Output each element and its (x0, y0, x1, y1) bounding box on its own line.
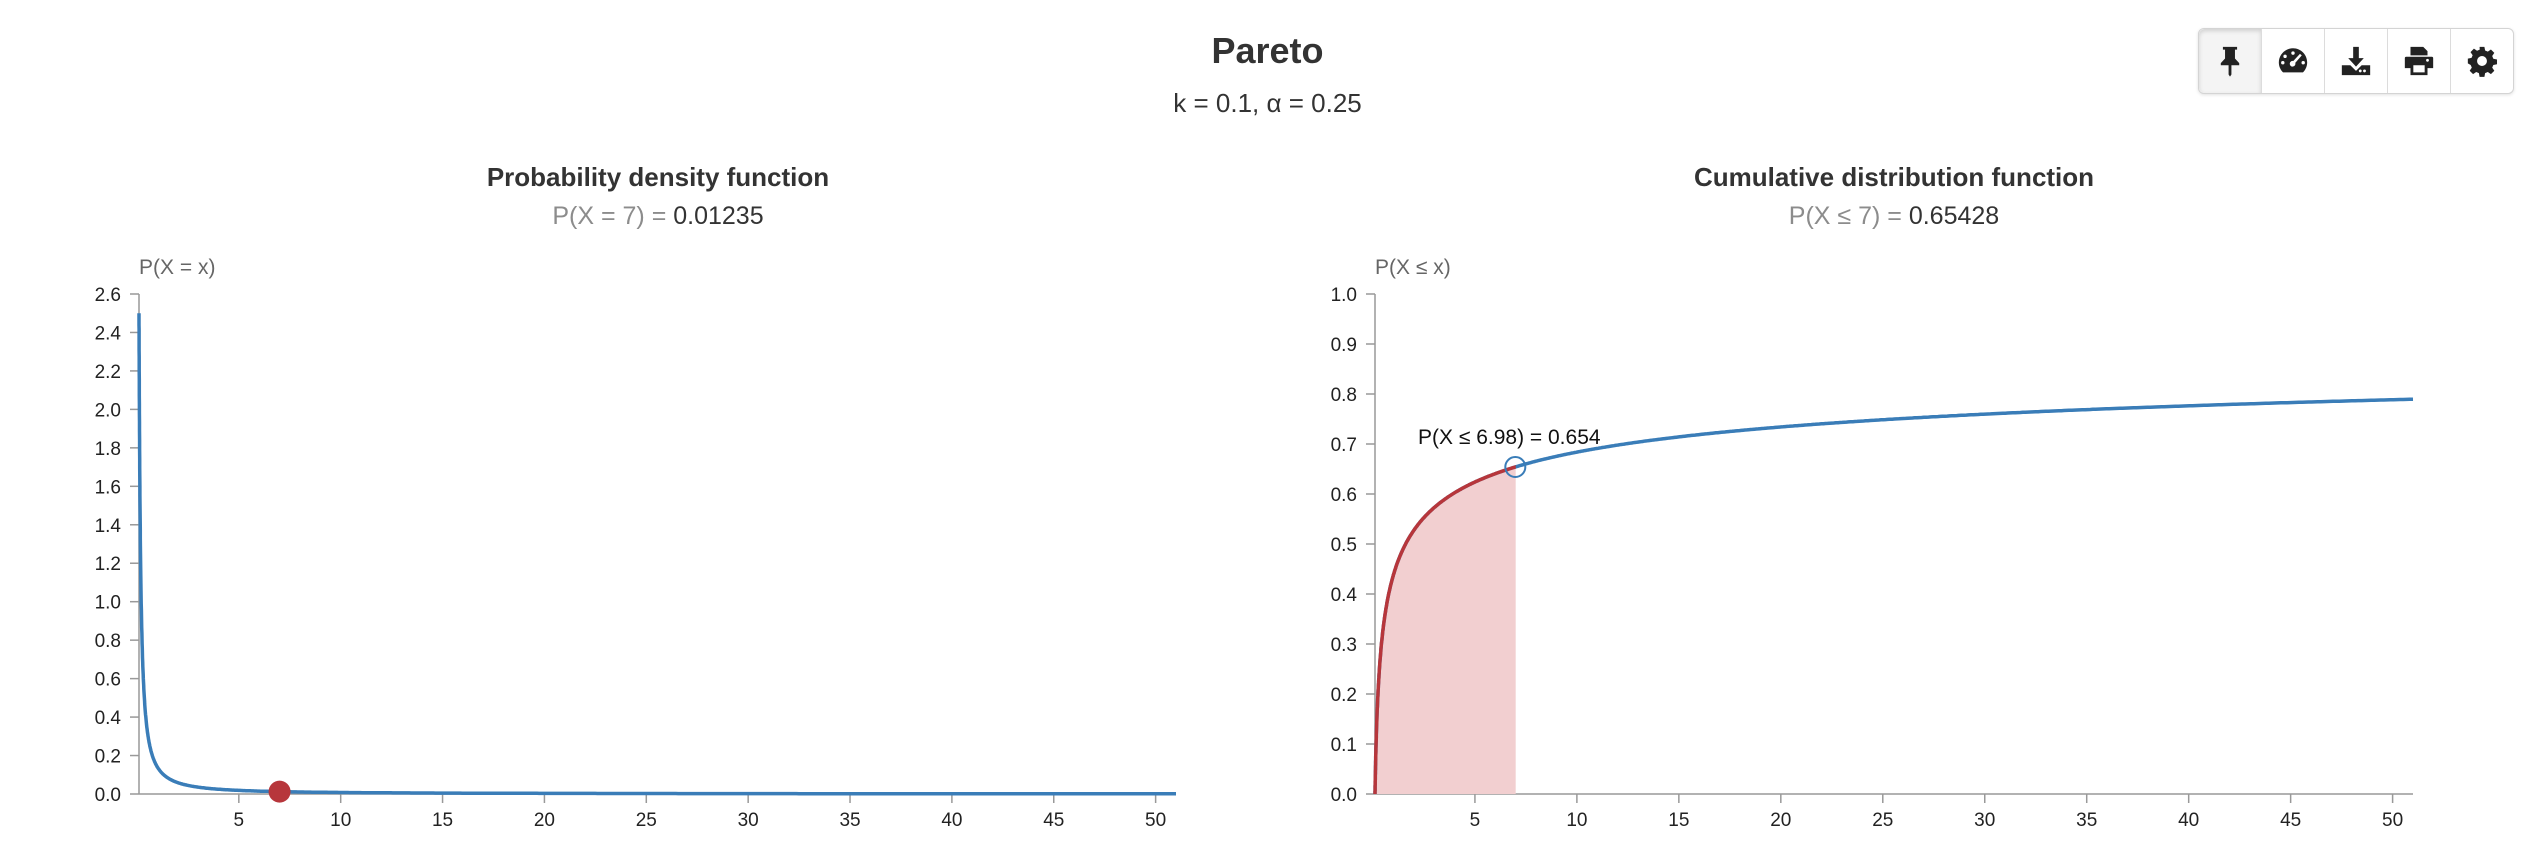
cdf-chart: Cumulative distribution function P(X ≤ 7… (1331, 162, 2414, 831)
x-tick-label: 10 (1566, 810, 1587, 831)
cdf-shaded-area (1375, 466, 1516, 794)
cdf-y-axis-label: P(X ≤ x) (1375, 256, 1451, 279)
y-tick-label: 0.2 (95, 747, 121, 768)
pdf-y-axis-label: P(X = x) (139, 256, 215, 279)
pdf-plot-area: 0.0 0.2 0.4 0.6 0.8 1.0 1.2 1.4 1.6 1.8 2.0 2.2 2.4 2… (95, 285, 1176, 831)
cdf-plot-area: 0.0 0.1 0.2 0.3 0.4 0.5 0.6 0.7 0.8 0.9 1.0 5 10 15 20… (1331, 285, 2414, 831)
x-tick-label: 50 (2382, 810, 2403, 831)
pdf-title: Probability density function (487, 162, 829, 192)
print-icon (2404, 46, 2434, 76)
page-title: Pareto (1211, 30, 1324, 71)
cdf-curve (1373, 397, 2414, 794)
y-tick-label: 1.8 (95, 439, 121, 460)
pdf-stat-label: P(X = 7) = (552, 202, 673, 230)
pdf-stat-value: 0.01235 (673, 202, 763, 230)
y-tick-label: 1.4 (95, 516, 122, 537)
y-tick-label: 1.2 (95, 554, 121, 575)
y-tick-label: 0.8 (1331, 385, 1357, 406)
y-tick-label: 0.5 (1331, 535, 1357, 556)
y-tick-label: 0.6 (1331, 485, 1357, 506)
x-tick-label: 45 (1043, 810, 1064, 831)
x-tick-label: 25 (1872, 810, 1893, 831)
y-tick-label: 2.2 (95, 362, 121, 383)
cdf-title: Cumulative distribution function (1694, 162, 2094, 192)
pin-icon (2220, 46, 2240, 77)
print-button[interactable] (2387, 29, 2450, 93)
gear-icon (2467, 46, 2498, 77)
y-tick-label: 1.6 (95, 477, 121, 498)
x-tick-label: 35 (2076, 810, 2097, 831)
x-tick-label: 30 (1974, 810, 1995, 831)
y-tick-label: 0.7 (1331, 435, 1357, 456)
y-tick-label: 0.1 (1331, 735, 1357, 756)
y-tick-label: 0.9 (1331, 335, 1357, 356)
download-button[interactable] (2324, 29, 2387, 93)
cdf-marker (1504, 456, 1527, 478)
y-tick-label: 2.6 (95, 285, 121, 306)
x-tick-label: 15 (1668, 810, 1689, 831)
x-tick-label: 5 (234, 810, 245, 831)
cdf-stat-value: 0.65428 (1909, 202, 1999, 230)
x-tick-label: 30 (738, 810, 759, 831)
y-tick-label: 2.0 (95, 400, 121, 421)
y-tick-label: 0.4 (1331, 585, 1358, 606)
x-tick-label: 40 (941, 810, 962, 831)
dashboard-icon (2278, 48, 2308, 73)
toolbar (2198, 28, 2514, 94)
pdf-curve (137, 313, 1176, 796)
x-tick-label: 20 (1770, 810, 1791, 831)
x-tick-label: 25 (636, 810, 657, 831)
pdf-marker (268, 780, 291, 803)
settings-button[interactable] (2450, 29, 2513, 93)
pdf-chart: Probability density function P(X = 7) = … (95, 162, 1176, 831)
x-tick-label: 10 (330, 810, 351, 831)
cdf-highlight-curve (1373, 465, 1517, 794)
download-icon (2341, 46, 2371, 76)
x-tick-label: 40 (2178, 810, 2199, 831)
y-tick-label: 0.2 (1331, 685, 1357, 706)
cdf-stat: P(X ≤ 7) = 0.65428 (1789, 202, 1999, 230)
pin-button[interactable] (2199, 29, 2261, 93)
x-tick-label: 15 (432, 810, 453, 831)
x-tick-label: 35 (839, 810, 860, 831)
x-tick-label: 45 (2280, 810, 2301, 831)
y-tick-label: 0.3 (1331, 635, 1357, 656)
x-tick-label: 5 (1470, 810, 1481, 831)
dashboard-button[interactable] (2261, 29, 2324, 93)
y-tick-label: 0.4 (95, 708, 122, 729)
x-tick-label: 20 (534, 810, 555, 831)
y-tick-label: 1.0 (95, 593, 121, 614)
x-tick-label: 50 (1145, 810, 1166, 831)
y-tick-label: 0.8 (95, 631, 121, 652)
y-tick-label: 2.4 (95, 323, 122, 344)
pdf-stat: P(X = 7) = 0.01235 (552, 202, 763, 230)
y-tick-label: 0.0 (95, 785, 121, 806)
y-tick-label: 1.0 (1331, 285, 1357, 306)
page-subtitle: k = 0.1, α = 0.25 (1173, 88, 1362, 118)
y-tick-label: 0.0 (1331, 785, 1357, 806)
cdf-annotation: P(X ≤ 6.98) = 0.654 (1418, 426, 1601, 449)
cdf-stat-label: P(X ≤ 7) = (1789, 202, 1909, 230)
y-tick-label: 0.6 (95, 670, 121, 691)
